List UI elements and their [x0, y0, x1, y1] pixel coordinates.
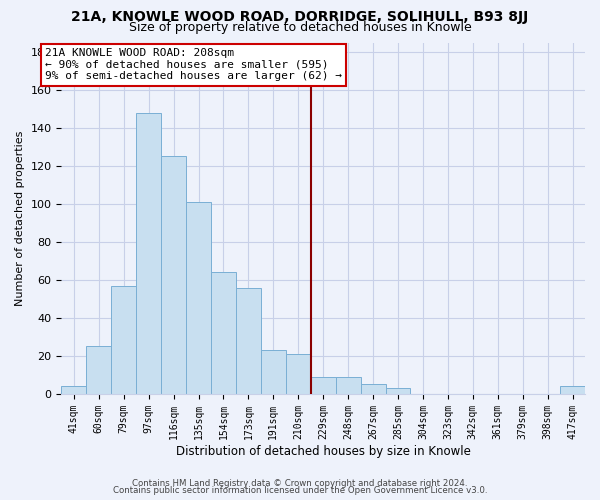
Bar	[86, 346, 111, 394]
Bar	[335, 377, 361, 394]
Bar	[261, 350, 286, 394]
Bar	[560, 386, 585, 394]
Text: Contains HM Land Registry data © Crown copyright and database right 2024.: Contains HM Land Registry data © Crown c…	[132, 478, 468, 488]
Text: Size of property relative to detached houses in Knowle: Size of property relative to detached ho…	[128, 21, 472, 34]
Bar	[161, 156, 186, 394]
Bar	[111, 286, 136, 394]
Bar	[236, 288, 261, 394]
Bar	[61, 386, 86, 394]
Text: 21A, KNOWLE WOOD ROAD, DORRIDGE, SOLIHULL, B93 8JJ: 21A, KNOWLE WOOD ROAD, DORRIDGE, SOLIHUL…	[71, 10, 529, 24]
Bar	[211, 272, 236, 394]
Bar	[361, 384, 386, 394]
Text: 21A KNOWLE WOOD ROAD: 208sqm
← 90% of detached houses are smaller (595)
9% of se: 21A KNOWLE WOOD ROAD: 208sqm ← 90% of de…	[45, 48, 342, 82]
Text: Contains public sector information licensed under the Open Government Licence v3: Contains public sector information licen…	[113, 486, 487, 495]
Y-axis label: Number of detached properties: Number of detached properties	[15, 130, 25, 306]
X-axis label: Distribution of detached houses by size in Knowle: Distribution of detached houses by size …	[176, 444, 470, 458]
Bar	[186, 202, 211, 394]
Bar	[286, 354, 311, 394]
Bar	[386, 388, 410, 394]
Bar	[136, 113, 161, 394]
Bar	[311, 377, 335, 394]
